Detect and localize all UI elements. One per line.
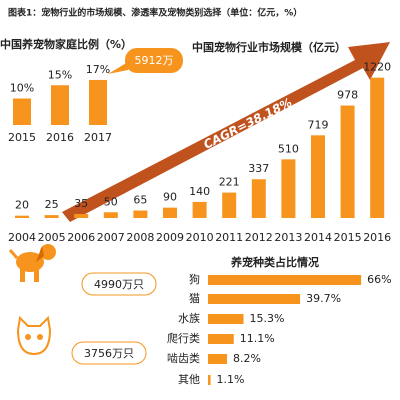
bar: [51, 85, 69, 125]
bar: [251, 179, 266, 218]
value-label: 978: [337, 89, 358, 102]
x-tick-label: 2011: [215, 231, 243, 244]
x-tick-label: 2016: [46, 131, 74, 144]
value-label: 66%: [367, 273, 391, 286]
cat-icon: [16, 315, 52, 356]
annotation: 4990万只: [94, 278, 144, 291]
bar: [281, 159, 296, 218]
annotation: 5912万: [135, 54, 174, 67]
bar: [208, 314, 244, 324]
value-label: 20: [15, 199, 29, 212]
y-tick-label: 爬行类: [167, 331, 200, 345]
x-tick-label: 2008: [126, 231, 154, 244]
bar: [74, 213, 89, 218]
value-label: 1.1%: [217, 373, 245, 386]
bar: [163, 207, 177, 218]
value-label: 50: [104, 195, 118, 208]
x-tick-label: 2015: [8, 131, 36, 144]
value-label: 15%: [48, 68, 72, 81]
x-tick-label: 2004: [8, 231, 36, 244]
x-tick-label: 2012: [245, 231, 273, 244]
x-tick-label: 2010: [186, 231, 214, 244]
page-title: 图表1：宠物行业的市场规模、渗透率及宠物类别选择（单位：亿元，%）: [8, 7, 302, 19]
bar: [208, 334, 234, 344]
bar: [222, 192, 237, 218]
chart-title: 养宠种类占比情况: [230, 255, 319, 269]
value-label: 35: [74, 197, 88, 210]
bar: [208, 375, 211, 385]
bar: [311, 135, 325, 218]
value-label: 25: [45, 198, 59, 211]
value-label: 90: [163, 191, 177, 204]
bar: [370, 77, 385, 218]
growth-arrow: [62, 42, 390, 222]
label-box: [81, 272, 157, 296]
y-tick-label: 狗: [189, 273, 200, 286]
x-tick-label: 2005: [38, 231, 66, 244]
value-label: 221: [219, 176, 240, 189]
bar: [15, 215, 29, 218]
value-label: 1220: [363, 61, 391, 74]
x-tick-label: 2014: [304, 231, 332, 244]
value-label: 15.3%: [249, 312, 284, 325]
x-tick-label: 2009: [156, 231, 184, 244]
value-label: 8.2%: [233, 352, 261, 365]
bar: [192, 201, 207, 218]
y-tick-label: 其他: [178, 373, 200, 386]
bar: [340, 105, 355, 218]
y-tick-label: 猫: [189, 292, 200, 305]
value-label: 337: [248, 162, 269, 175]
value-label: 140: [189, 185, 210, 198]
value-label: 11.1%: [240, 332, 275, 345]
bar: [44, 215, 59, 218]
value-label: 39.7%: [306, 292, 341, 305]
value-label: 10%: [10, 82, 34, 95]
x-tick-label: 2017: [84, 131, 112, 144]
bar: [103, 212, 118, 218]
x-tick-label: 2006: [67, 231, 95, 244]
value-label: 719: [308, 118, 329, 131]
chart-title: 中国养宠物家庭比例（%）: [0, 37, 132, 51]
chart-title: 中国宠物行业市场规模（亿元）: [192, 40, 346, 54]
x-tick-label: 2013: [274, 231, 302, 244]
bar: [208, 275, 362, 285]
bar: [208, 354, 228, 364]
x-tick-label: 2015: [334, 231, 362, 244]
bubble: 5912万: [108, 48, 183, 74]
bar: [133, 210, 148, 218]
x-tick-label: 2007: [97, 231, 125, 244]
dog-icon: [8, 244, 56, 282]
y-tick-label: 水族: [178, 311, 200, 325]
bar: [13, 98, 31, 125]
annotation: 3756万只: [84, 347, 134, 360]
x-tick-label: 2016: [363, 231, 391, 244]
value-label: 17%: [86, 63, 110, 76]
value-label: 510: [278, 142, 299, 155]
bar: [208, 294, 301, 304]
y-tick-label: 啮齿类: [167, 351, 200, 365]
value-label: 65: [133, 194, 147, 207]
bar: [89, 79, 107, 125]
label-box: [71, 341, 147, 365]
